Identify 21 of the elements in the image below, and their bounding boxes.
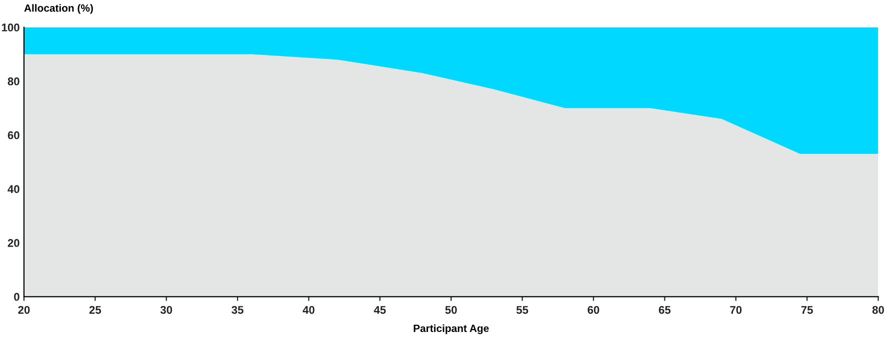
x-tick-label: 40 — [302, 306, 314, 314]
x-tick-label: 50 — [445, 306, 457, 314]
y-tick-label: 100 — [2, 24, 20, 32]
y-axis-title: Allocation (%) — [24, 4, 93, 14]
y-tick-label: 20 — [8, 239, 20, 247]
x-tick-label: 35 — [232, 306, 244, 314]
x-tick-label: 20 — [18, 306, 30, 314]
y-tick-label: 40 — [8, 185, 20, 194]
x-tick-label: 30 — [160, 306, 172, 314]
x-tick-label: 60 — [588, 306, 600, 314]
x-tick-label: 45 — [374, 306, 386, 314]
x-tick-label: 80 — [872, 306, 884, 314]
y-tick-label: 80 — [8, 77, 20, 86]
y-tick-label: 0 — [14, 292, 20, 301]
x-tick-label: 25 — [89, 306, 102, 314]
x-tick-label: 75 — [801, 306, 813, 314]
x-tick-label: 55 — [516, 306, 528, 314]
y-tick-label: 60 — [8, 131, 20, 140]
x-tick-label: 65 — [658, 306, 671, 314]
x-tick-label: 70 — [730, 306, 742, 314]
x-axis-title: Participant Age — [414, 324, 489, 334]
